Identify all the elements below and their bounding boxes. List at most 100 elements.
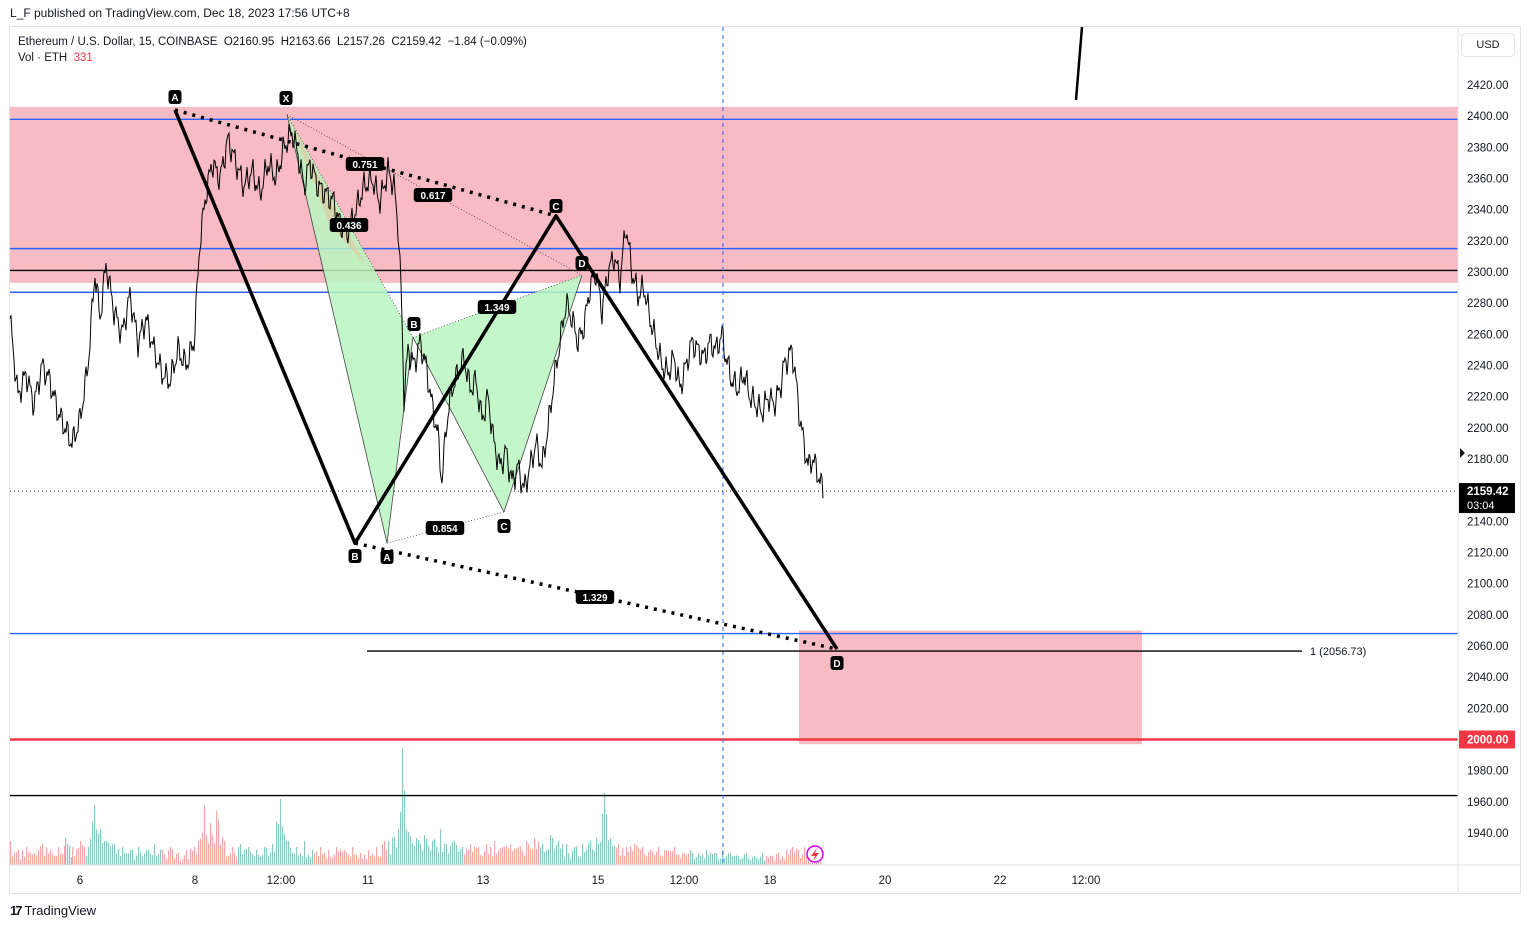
volume-bar [120, 855, 122, 865]
x-tick-label: 8 [192, 875, 198, 887]
legend-low: L2157.26 [336, 36, 385, 48]
volume-bar [84, 846, 86, 865]
volume-bar [512, 851, 514, 865]
volume-bar [338, 851, 340, 865]
y-tick-label: 2080.00 [1467, 610, 1509, 622]
ratio-label[interactable]: 1.349 [477, 300, 517, 314]
ratio-label-bg [329, 218, 369, 232]
volume-bar [54, 855, 56, 865]
volume-bar [328, 850, 330, 865]
volume-bar [764, 860, 766, 865]
ratio-label[interactable]: 0.617 [413, 188, 453, 202]
volume-bar [69, 845, 71, 865]
ratio-label[interactable]: 0.751 [345, 157, 385, 171]
volume-bar [732, 856, 734, 865]
volume-bar [546, 849, 548, 865]
y-tick-label: 2100.00 [1467, 579, 1509, 591]
small-point-label[interactable]: X [279, 91, 293, 105]
volume-bar [354, 854, 356, 865]
volume-bar [20, 859, 22, 865]
price-series[interactable] [10, 123, 824, 499]
volume-bar [552, 837, 554, 865]
volume-bar [702, 854, 704, 865]
big-point-label-bg [549, 199, 563, 213]
volume-bar [308, 854, 310, 865]
volume-bar [806, 856, 808, 865]
abcd-pattern-line[interactable] [173, 109, 839, 651]
x-tick-label: 12:00 [267, 875, 296, 887]
pattern-ratio-line [286, 114, 583, 276]
small-point-label[interactable]: A [380, 550, 394, 564]
volume-bar [300, 853, 302, 865]
volume-bar [216, 811, 218, 865]
y-tick-label: 2200.00 [1467, 423, 1509, 435]
volume-bar [562, 844, 564, 865]
volume-bar [668, 850, 670, 865]
volume-bar [786, 850, 788, 865]
volume-bar [170, 847, 172, 865]
ratio-label[interactable]: 1.329 [575, 590, 615, 604]
volume-bar [480, 854, 482, 865]
volume-bar [114, 844, 116, 865]
volume-bar [322, 854, 324, 865]
fib-level-label: 1 (2056.73) [1310, 646, 1366, 658]
big-point-label[interactable]: A [168, 90, 182, 104]
big-point-label[interactable]: D [830, 656, 844, 670]
volume-bar [470, 844, 472, 865]
volume-bar [548, 849, 550, 865]
big-point-label-bg [830, 656, 844, 670]
volume-bar [592, 849, 594, 865]
scroll-arrow-icon[interactable] [1460, 448, 1465, 458]
small-point-label-bg [497, 519, 511, 533]
ratio-label-text: 1.349 [484, 303, 509, 314]
volume-bar [674, 847, 676, 865]
volume-bar [132, 849, 134, 865]
volume-bar [418, 839, 420, 865]
volume-bar [264, 847, 266, 865]
volume-bar [792, 847, 794, 865]
volume-bar [230, 853, 232, 865]
volume-bar [32, 854, 34, 865]
ratio-label[interactable]: 0.436 [329, 218, 369, 232]
volume-bar [698, 853, 700, 865]
volume-bar [38, 850, 40, 865]
volume-bar [256, 850, 258, 865]
ratio-label[interactable]: 0.854 [425, 521, 465, 535]
big-point-label[interactable]: B [348, 549, 362, 563]
small-point-label[interactable]: D [575, 256, 589, 270]
volume-bar [67, 844, 69, 865]
volume-bar [508, 848, 510, 865]
small-point-label[interactable]: C [497, 519, 511, 533]
volume-bar [800, 857, 802, 865]
volume-bar [666, 850, 668, 865]
volume-bar [394, 837, 396, 865]
volume-bar [162, 850, 164, 865]
volume-bar [614, 846, 616, 865]
small-point-label-bg [575, 256, 589, 270]
ratio-label-bg [413, 188, 453, 202]
volume-bar [616, 847, 618, 865]
y-tick-label: 2320.00 [1467, 236, 1509, 248]
volume-bar [378, 856, 380, 865]
volume-bar [364, 854, 366, 865]
volume-bar [220, 844, 222, 865]
volume-bar [206, 835, 208, 865]
volume-bar [152, 855, 154, 865]
volume-bar [738, 856, 740, 865]
lightning-icon[interactable] [806, 845, 824, 863]
legend-high: H2163.66 [280, 36, 331, 48]
small-point-label[interactable]: B [407, 317, 421, 331]
big-point-label[interactable]: C [549, 199, 563, 213]
volume-bar [42, 844, 44, 865]
volume-bar [656, 851, 658, 865]
currency-button[interactable]: USD [1461, 33, 1515, 57]
volume-bar [136, 855, 138, 865]
volume-bar [238, 846, 240, 865]
footer-brand[interactable]: 17 TradingView [10, 903, 96, 918]
volume-bar [228, 855, 230, 865]
ratio-label-bg [425, 521, 465, 535]
volume-bar [410, 836, 412, 865]
ratio-label-text: 0.617 [420, 191, 445, 202]
y-tick-label: 2040.00 [1467, 672, 1509, 684]
